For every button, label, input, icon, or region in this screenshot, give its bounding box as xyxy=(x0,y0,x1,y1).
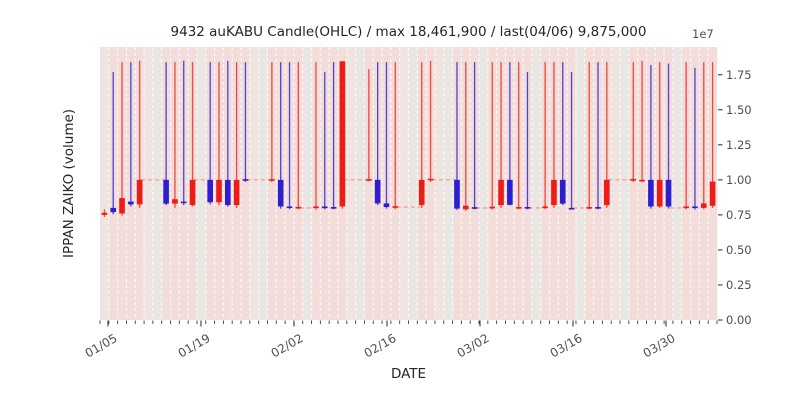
candle-body xyxy=(163,179,169,204)
candle-body xyxy=(392,206,399,208)
y-tick-label: 1.50 xyxy=(726,102,752,117)
candle-body xyxy=(586,207,592,209)
candle-body xyxy=(101,212,108,215)
day-band xyxy=(196,47,207,320)
candle-body xyxy=(136,179,143,205)
candle-body xyxy=(471,207,478,209)
candle-body xyxy=(233,179,240,206)
candle-body xyxy=(700,203,707,208)
day-band xyxy=(267,47,277,320)
day-band xyxy=(152,47,162,320)
day-band xyxy=(479,47,489,320)
candle-body xyxy=(551,179,557,206)
y-tick-label: 1.75 xyxy=(726,67,752,82)
day-band xyxy=(575,47,586,320)
day-band xyxy=(346,47,356,320)
candle-body xyxy=(595,207,601,209)
day-band xyxy=(611,47,621,320)
candle-body xyxy=(269,179,275,181)
candle-body xyxy=(119,198,125,214)
candle-body xyxy=(542,206,548,209)
day-band xyxy=(364,47,374,320)
y-axis-offset-label: 1e7 xyxy=(692,27,714,41)
candle-body xyxy=(462,205,469,210)
candle-body xyxy=(321,206,328,209)
candle-body xyxy=(383,203,390,208)
candle-body xyxy=(207,179,213,203)
candle-body xyxy=(709,181,716,206)
candle-body xyxy=(604,179,610,206)
candle-body xyxy=(374,179,381,204)
day-band xyxy=(399,47,409,320)
day-band xyxy=(408,47,418,320)
y-tick-label: 0.50 xyxy=(726,242,752,257)
candle-body xyxy=(648,179,654,207)
day-band xyxy=(672,47,683,320)
candle-body xyxy=(189,179,196,206)
candle-body xyxy=(454,179,460,209)
candle-body xyxy=(286,206,293,209)
candle-body xyxy=(330,207,337,209)
candle-body xyxy=(225,179,231,206)
day-band xyxy=(249,47,259,320)
candle-body xyxy=(683,206,689,209)
day-band xyxy=(637,47,647,320)
candle-body xyxy=(172,199,178,204)
candle-body xyxy=(489,206,496,209)
y-tick-label: 0.75 xyxy=(726,207,752,222)
candle-body xyxy=(216,179,222,203)
chart-title: 9432 auKABU Candle(OHLC) / max 18,461,90… xyxy=(170,24,647,40)
candle-body xyxy=(568,207,575,210)
y-tick-label: 1.00 xyxy=(726,172,752,187)
y-axis-label: IPPAN ZAIKO (volume) xyxy=(61,108,77,259)
day-band xyxy=(443,47,453,320)
day-band xyxy=(241,47,251,320)
candle-body xyxy=(507,179,513,205)
candle-body xyxy=(427,178,434,181)
candle-body xyxy=(339,61,346,207)
candle-body xyxy=(639,179,645,182)
candle-body xyxy=(515,207,522,209)
candle-body xyxy=(366,179,372,181)
candle-body xyxy=(418,179,425,206)
y-tick-label: 0.00 xyxy=(726,313,752,327)
day-band xyxy=(302,47,312,320)
candle-body xyxy=(692,206,698,209)
candle-body xyxy=(277,179,284,207)
candle-body xyxy=(656,179,663,207)
candle-body xyxy=(110,207,117,213)
candle-body xyxy=(242,179,249,181)
candle-body xyxy=(180,201,187,204)
day-band xyxy=(628,47,638,320)
candle-body xyxy=(313,206,319,209)
candle-body xyxy=(498,179,504,206)
day-band xyxy=(355,47,365,320)
candle-body xyxy=(630,179,637,181)
day-band xyxy=(531,47,542,320)
x-axis-label: DATE xyxy=(390,366,427,382)
candle-body xyxy=(665,179,672,207)
candle-body xyxy=(128,201,134,205)
day-band xyxy=(620,47,630,320)
y-tick-label: 1.25 xyxy=(726,137,752,152)
candle-body xyxy=(524,207,531,209)
candle-body xyxy=(295,206,302,209)
day-band xyxy=(434,47,445,320)
y-tick-label: 0.25 xyxy=(726,277,752,292)
day-band xyxy=(144,47,154,320)
day-band xyxy=(258,47,268,320)
candle-body xyxy=(559,179,566,204)
day-band xyxy=(100,47,110,320)
day-band xyxy=(426,47,436,320)
